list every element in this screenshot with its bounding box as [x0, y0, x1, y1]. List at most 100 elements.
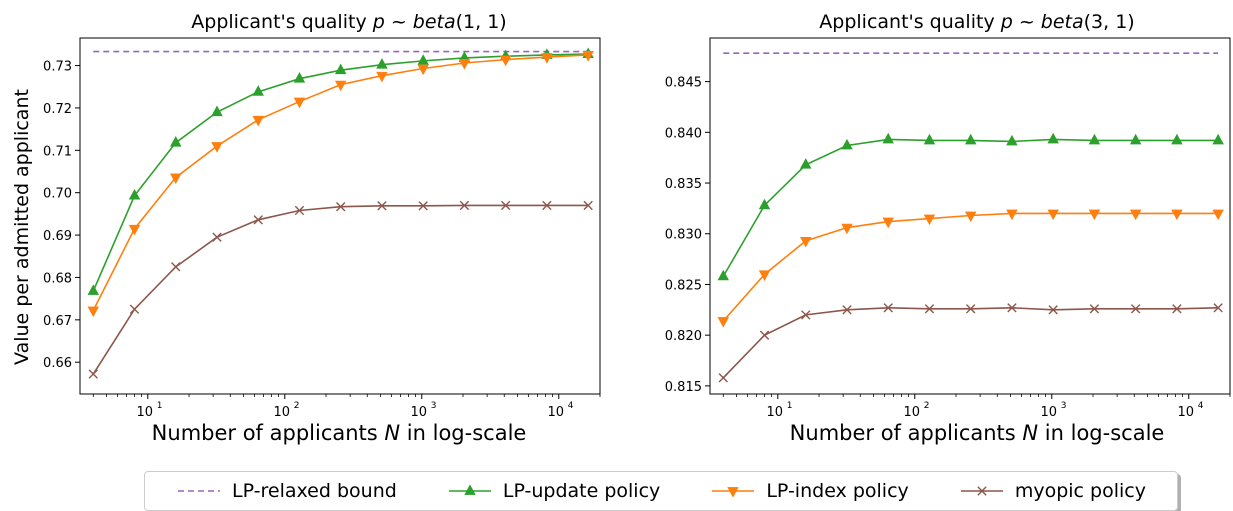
x-marker-stroke — [500, 200, 511, 211]
data-point — [1171, 133, 1183, 145]
x-tick-exponent: 1 — [787, 401, 793, 411]
x-marker-stroke — [583, 200, 593, 211]
title-prefix: Applicant's quality — [819, 11, 1000, 33]
x-marker-stroke — [883, 303, 893, 313]
title-tilde: ~ — [1013, 11, 1041, 33]
x-marker-stroke — [418, 201, 428, 211]
title-math: p — [1000, 11, 1013, 33]
data-point — [499, 55, 512, 67]
y-tick-label: 0.70 — [43, 187, 72, 202]
title-tilde: ~ — [385, 11, 413, 33]
y-tick-label: 0.67 — [43, 314, 72, 329]
data-point — [377, 201, 387, 211]
data-point — [87, 284, 100, 295]
x-tick-exponent: 3 — [431, 401, 437, 411]
data-point — [1171, 209, 1183, 221]
data-point — [88, 369, 98, 379]
y-tick-label: 0.845 — [665, 76, 702, 91]
data-point — [1212, 209, 1224, 221]
data-point — [170, 173, 182, 185]
plot-frame — [79, 37, 601, 395]
data-point — [128, 224, 141, 236]
data-point — [1006, 134, 1018, 146]
data-point — [542, 200, 552, 211]
series-line — [92, 54, 589, 311]
x-tick-label: 10 — [767, 405, 784, 420]
y-axis-label: Value per admitted applicant — [11, 89, 33, 365]
data-point — [1047, 132, 1059, 144]
data-point — [458, 59, 471, 70]
legend-label: LP-relaxed bound — [232, 480, 397, 502]
y-tick-label: 0.825 — [665, 278, 702, 293]
x-marker-stroke — [129, 304, 140, 314]
title-math: p — [372, 11, 385, 33]
legend-item-bound: LP-relaxed bound — [176, 480, 397, 502]
y-tick-label: 0.69 — [43, 229, 72, 244]
data-point — [1172, 304, 1182, 314]
data-point — [966, 304, 976, 314]
x-tick-label: 10 — [904, 405, 921, 420]
data-point — [293, 97, 306, 109]
x-axis-label: Number of applicants N in log-scale — [790, 421, 1165, 445]
x-marker-stroke — [842, 305, 852, 315]
data-point — [252, 85, 264, 96]
title-prefix: Applicant's quality — [191, 11, 372, 33]
y-tick-label: 0.68 — [43, 271, 72, 286]
x-marker-stroke — [1007, 303, 1017, 313]
x-marker-stroke — [336, 201, 346, 212]
x-tick-exponent: 3 — [1061, 401, 1067, 411]
series-line — [92, 204, 589, 375]
series-line — [722, 212, 1219, 322]
x-marker-stroke — [801, 310, 811, 320]
x-marker-stroke — [459, 200, 470, 211]
data-point — [500, 200, 511, 211]
x-tick-label: 10 — [410, 405, 427, 420]
data-point — [882, 217, 894, 229]
data-point — [293, 72, 306, 83]
x-marker-stroke — [212, 232, 222, 242]
x-marker-stroke — [1213, 303, 1223, 313]
data-point — [883, 303, 893, 313]
plot-frame — [709, 37, 1231, 395]
data-point — [717, 317, 730, 328]
x-marker-stroke — [542, 200, 552, 211]
chart-title: Applicant's quality p ~ beta(1, 1) — [191, 11, 506, 33]
x-tick-label: 10 — [547, 405, 564, 420]
series-update — [717, 132, 1224, 281]
data-point — [759, 330, 770, 340]
data-point — [801, 310, 811, 320]
legend-label: LP-index policy — [766, 480, 909, 502]
data-point — [800, 158, 812, 169]
data-point — [1129, 133, 1142, 145]
legend-marker — [977, 486, 987, 496]
chart-title: Applicant's quality p ~ beta(3, 1) — [819, 11, 1134, 33]
legend-marker — [464, 484, 476, 495]
data-point — [1088, 133, 1101, 145]
data-point — [376, 71, 388, 83]
data-point — [882, 132, 894, 144]
x-marker-stroke — [1130, 304, 1141, 314]
data-point — [418, 201, 428, 211]
data-point — [1213, 303, 1223, 313]
data-point — [171, 262, 181, 272]
y-tick-label: 0.72 — [43, 102, 72, 117]
data-point — [758, 198, 771, 210]
data-point — [417, 54, 429, 65]
x-marker-stroke — [718, 373, 728, 383]
data-point — [334, 80, 347, 92]
data-point — [376, 58, 388, 69]
x-marker-stroke — [88, 369, 98, 379]
y-tick-label: 0.66 — [43, 356, 72, 371]
chart-right: Applicant's quality p ~ beta(3, 1) Numbe… — [665, 11, 1231, 445]
data-point — [294, 205, 305, 216]
figure: Applicant's quality p ~ beta(1, 1) Value… — [11, 11, 1231, 445]
data-point — [1130, 304, 1141, 314]
x-marker-stroke — [171, 262, 181, 272]
title-dist: beta — [413, 11, 456, 33]
legend-marker — [727, 487, 740, 498]
data-point — [841, 138, 853, 150]
y-tick-label: 0.830 — [665, 228, 702, 243]
data-point — [718, 373, 728, 383]
data-point — [170, 136, 182, 147]
data-point — [1006, 209, 1018, 221]
